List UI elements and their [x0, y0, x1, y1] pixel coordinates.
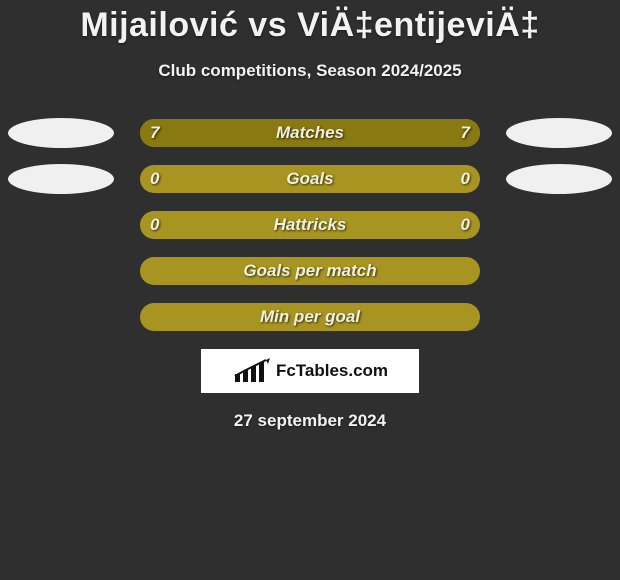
stat-bar: Goals per match [140, 257, 480, 285]
stat-label: Goals [140, 165, 480, 193]
player-left-photo [8, 164, 114, 194]
stat-value-left: 0 [150, 165, 159, 193]
date-text: 27 september 2024 [0, 411, 620, 431]
stat-label: Hattricks [140, 211, 480, 239]
stat-row: Goals0 0 [0, 165, 620, 193]
stat-row: Matches7 7 [0, 119, 620, 147]
page-subtitle: Club competitions, Season 2024/2025 [0, 61, 620, 81]
stat-bar: Min per goal [140, 303, 480, 331]
stat-row: Min per goal [0, 303, 620, 331]
stat-value-right: 0 [461, 211, 470, 239]
stat-bar: Matches7 7 [140, 119, 480, 147]
player-left-photo [8, 118, 114, 148]
comparison-infographic: Mijailović vs ViÄ‡entijeviÄ‡ Club compet… [0, 0, 620, 580]
stat-bar: Hattricks0 0 [140, 211, 480, 239]
stats-container: Matches77Goals00Hattricks00Goals per mat… [0, 119, 620, 331]
brand-text: FcTables.com [276, 361, 388, 381]
stat-value-left: 7 [150, 119, 159, 147]
stat-row: Goals per match [0, 257, 620, 285]
brand-box: FcTables.com [201, 349, 419, 393]
stat-label: Goals per match [140, 257, 480, 285]
page-title: Mijailović vs ViÄ‡entijeviÄ‡ [0, 6, 620, 45]
stat-value-right: 7 [461, 119, 470, 147]
player-right-photo [506, 118, 612, 148]
brand-chart-icon [232, 358, 272, 384]
stat-row: Hattricks0 0 [0, 211, 620, 239]
player-right-photo [506, 164, 612, 194]
stat-label: Matches [140, 119, 480, 147]
stat-label: Min per goal [140, 303, 480, 331]
stat-bar: Goals0 0 [140, 165, 480, 193]
stat-value-right: 0 [461, 165, 470, 193]
stat-value-left: 0 [150, 211, 159, 239]
